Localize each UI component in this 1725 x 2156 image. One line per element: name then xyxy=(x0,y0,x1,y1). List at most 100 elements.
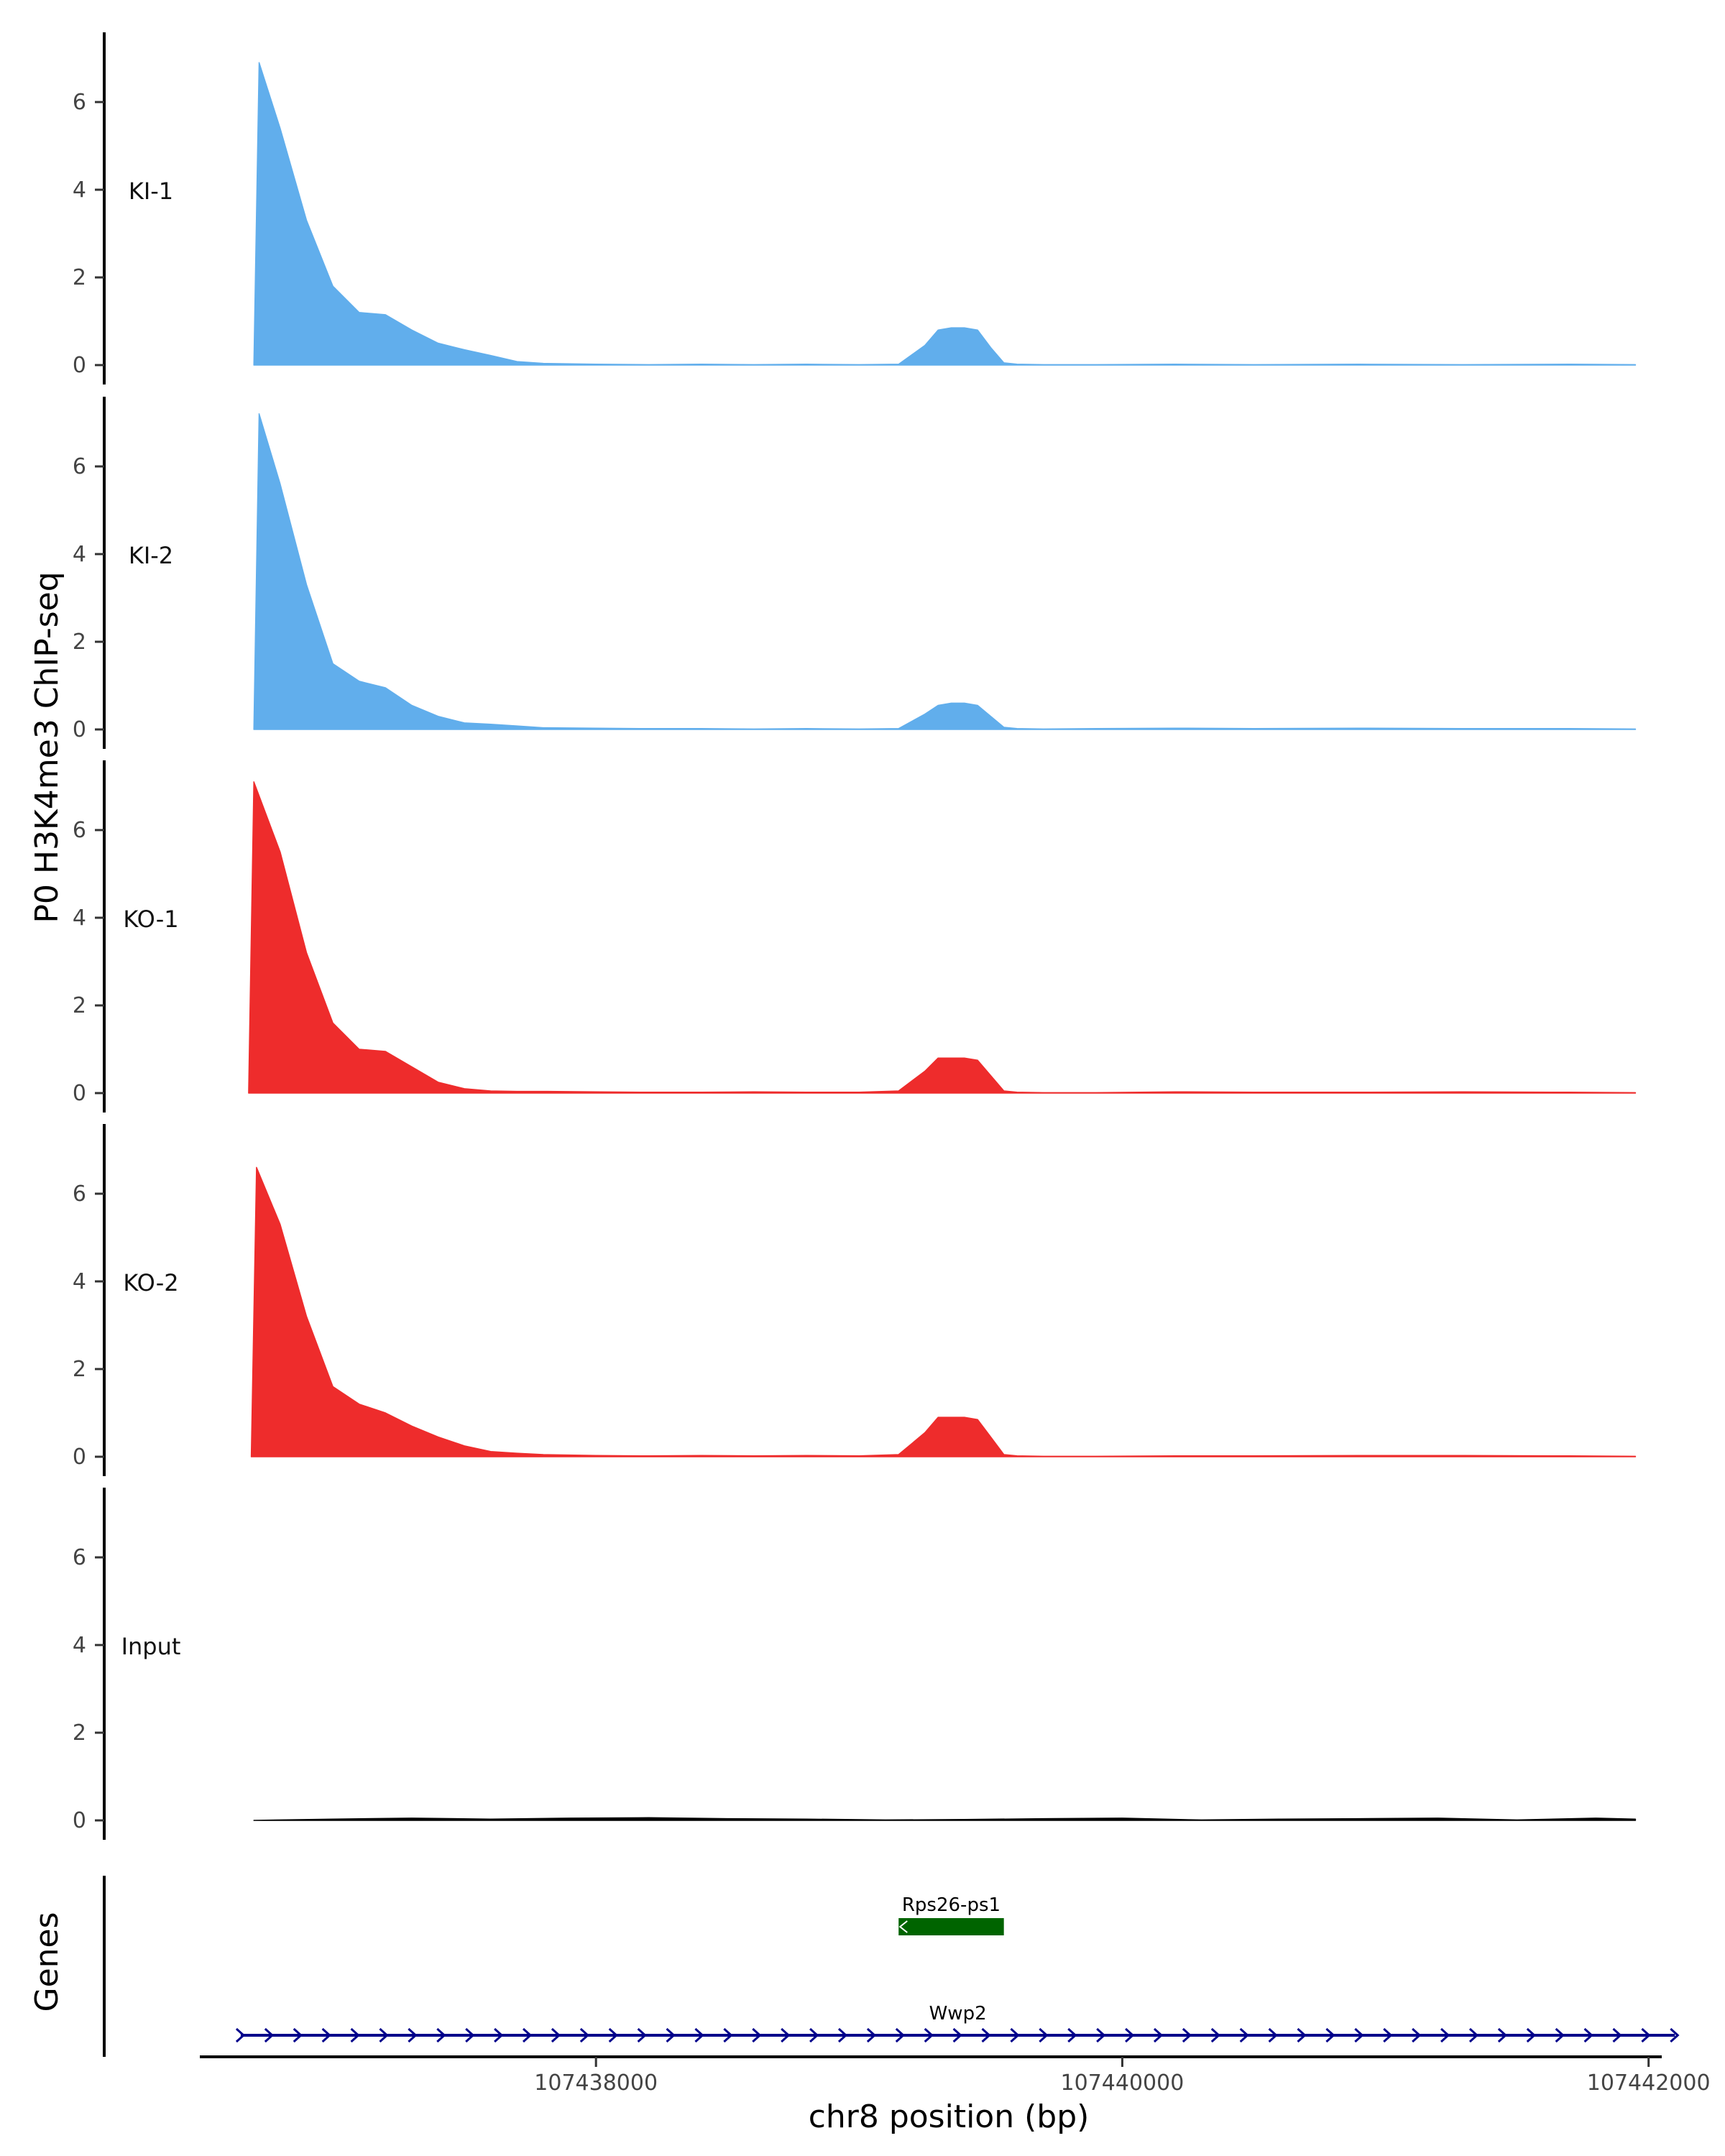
strand-arrow xyxy=(781,2027,791,2043)
x-axis-title: chr8 position (bp) xyxy=(809,2099,1090,2135)
y-axis-title: P0 H3K4me3 ChIP-seq xyxy=(29,571,65,923)
strand-arrow xyxy=(608,2027,618,2043)
y-tick-label: 6 xyxy=(73,1181,86,1207)
track-label: KO-2 xyxy=(123,1269,178,1296)
gene-rps26-ps1: Rps26-ps1 xyxy=(898,1894,1004,1935)
y-tick-label: 2 xyxy=(73,1357,86,1382)
genes-axis-title: Genes xyxy=(29,1912,65,2012)
genes-layer: Rps26-ps1 Wwp2 xyxy=(103,1876,1680,2057)
strand-arrow xyxy=(1268,2027,1278,2043)
track-label: KI-2 xyxy=(129,542,173,569)
strand-arrow xyxy=(235,2027,246,2043)
strand-arrow xyxy=(723,2027,733,2043)
signal-area xyxy=(253,62,1637,366)
strand-arrow xyxy=(752,2027,762,2043)
strand-arrow xyxy=(1297,2027,1307,2043)
strand-arrow xyxy=(952,2027,962,2043)
strand-arrow xyxy=(1583,2027,1593,2043)
y-tick-label: 6 xyxy=(73,454,86,479)
y-tick-label: 4 xyxy=(73,906,86,931)
strand-arrow xyxy=(1555,2027,1565,2043)
y-tick-label: 4 xyxy=(73,178,86,203)
strand-arrow xyxy=(494,2027,504,2043)
y-tick-label: 2 xyxy=(73,993,86,1018)
x-axis: 107438000 107440000 107442000 xyxy=(200,2055,1711,2096)
strand-arrow xyxy=(436,2027,446,2043)
strand-arrow xyxy=(1096,2027,1106,2043)
y-tick-label: 4 xyxy=(73,542,86,567)
y-tick-label: 0 xyxy=(73,1445,86,1470)
strand-arrow xyxy=(866,2027,877,2043)
x-tick-label: 107440000 xyxy=(1061,2070,1184,2096)
signal-area xyxy=(253,1817,1637,1821)
gene-label: Wwp2 xyxy=(929,2003,987,2024)
strand-arrow xyxy=(408,2027,418,2043)
signal-area xyxy=(253,413,1637,730)
y-tick-label: 6 xyxy=(73,90,86,115)
strand-arrow xyxy=(1239,2027,1249,2043)
strand-arrow xyxy=(264,2027,275,2043)
strand-arrow xyxy=(1641,2027,1651,2043)
strand-arrow xyxy=(1497,2027,1508,2043)
strand-arrow xyxy=(379,2027,389,2043)
strand-arrow xyxy=(1526,2027,1537,2043)
y-tick-label: 6 xyxy=(73,1545,86,1570)
strand-arrow xyxy=(350,2027,360,2043)
gene-wwp2: Wwp2 xyxy=(235,2003,1680,2043)
strand-arrow xyxy=(924,2027,934,2043)
strand-arrow xyxy=(1210,2027,1221,2043)
strand-arrow xyxy=(1612,2027,1622,2043)
y-tick-label: 2 xyxy=(73,630,86,655)
track-label: KI-1 xyxy=(129,178,173,205)
strand-arrow xyxy=(1354,2027,1364,2043)
strand-arrow xyxy=(837,2027,848,2043)
y-tick-label: 2 xyxy=(73,265,86,290)
strand-arrow xyxy=(1182,2027,1192,2043)
track-ki-1: 0 2 4 6 KI-1 xyxy=(73,32,1637,384)
y-tick-label: 4 xyxy=(73,1633,86,1658)
strand-arrow xyxy=(1039,2027,1049,2043)
strand-arrow xyxy=(1468,2027,1479,2043)
y-tick-label: 0 xyxy=(73,717,86,742)
signal-area xyxy=(248,781,1637,1094)
strand-arrow xyxy=(666,2027,676,2043)
strand-arrow xyxy=(694,2027,704,2043)
strand-arrow xyxy=(465,2027,475,2043)
strand-arrow xyxy=(637,2027,647,2043)
strand-arrow xyxy=(293,2027,303,2043)
strand-arrow xyxy=(1440,2027,1450,2043)
gene-label: Rps26-ps1 xyxy=(902,1894,1000,1916)
strand-arrow xyxy=(1010,2027,1020,2043)
strand-arrow xyxy=(579,2027,590,2043)
y-tick-label: 2 xyxy=(73,1720,86,1746)
track-input: 0 2 4 6 Input xyxy=(73,1488,1637,1840)
strand-arrow xyxy=(1383,2027,1393,2043)
strand-arrow xyxy=(551,2027,561,2043)
y-tick-label: 0 xyxy=(73,353,86,378)
strand-arrow xyxy=(1153,2027,1164,2043)
strand-arrow xyxy=(895,2027,906,2043)
signal-area xyxy=(250,1166,1637,1457)
track-ko-1: 0 2 4 6 KO-1 xyxy=(73,760,1637,1112)
strand-arrow xyxy=(1670,2027,1680,2043)
y-tick-label: 4 xyxy=(73,1269,86,1294)
track-ki-2: 0 2 4 6 KI-2 xyxy=(73,397,1637,749)
track-label: Input xyxy=(121,1633,181,1660)
y-tick-label: 0 xyxy=(73,1808,86,1833)
strand-arrow xyxy=(1067,2027,1077,2043)
strand-arrow xyxy=(898,1920,908,1933)
track-label: KO-1 xyxy=(123,906,178,933)
strand-arrow xyxy=(1325,2027,1335,2043)
strand-arrow xyxy=(1412,2027,1422,2043)
strand-arrow xyxy=(522,2027,533,2043)
strand-arrow xyxy=(321,2027,331,2043)
strand-arrow xyxy=(981,2027,991,2043)
x-tick-label: 107442000 xyxy=(1587,2070,1711,2096)
tracks-layer: 0 2 4 6 KI-1 0 2 4 6 KI-2 0 2 4 6 KO-1 0 2 4 6 KO-2 0 2 4 6 Inpu… xyxy=(73,32,1637,1840)
track-ko-2: 0 2 4 6 KO-2 xyxy=(73,1124,1637,1476)
y-tick-label: 0 xyxy=(73,1081,86,1106)
gene-exon xyxy=(898,1918,1004,1935)
x-tick-label: 107438000 xyxy=(534,2070,658,2096)
strand-arrow xyxy=(1125,2027,1135,2043)
